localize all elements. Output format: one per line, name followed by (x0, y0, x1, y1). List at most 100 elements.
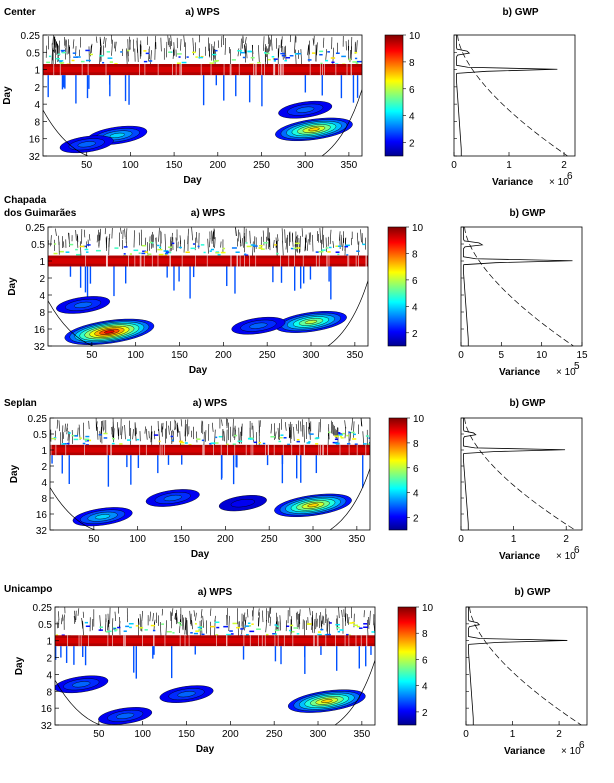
noise-stroke (124, 228, 126, 238)
noise-stroke (108, 233, 111, 248)
noise-stroke (160, 423, 163, 433)
wps-axes-frame (42, 34, 363, 157)
noise-stroke (239, 232, 242, 244)
noise-stroke (209, 238, 211, 248)
noise-cell (331, 61, 335, 64)
noise-stroke (344, 420, 346, 429)
noise-stroke (243, 232, 245, 248)
noise-stroke (347, 616, 350, 625)
noise-cell (127, 49, 130, 52)
x-tick-label: 200 (222, 729, 239, 740)
noise-cell (329, 622, 332, 624)
noise-cell (296, 247, 301, 249)
noise-stroke (245, 43, 248, 59)
noise-stroke (149, 236, 151, 251)
colorbar-tick-label: 10 (412, 223, 424, 234)
y-axis-label: Day (9, 464, 20, 483)
gwp-x-axis-label: Variance (499, 367, 541, 378)
noise-cell (193, 632, 199, 635)
noise-cell (210, 442, 216, 444)
noise-cell (347, 634, 351, 636)
noise-cell (214, 49, 218, 52)
noise-cell (248, 625, 252, 627)
y-tick-label: 16 (36, 510, 48, 521)
noise-stroke (342, 238, 344, 251)
gwp-x-axis-label: Variance (504, 746, 546, 757)
noise-cell (142, 250, 147, 253)
noise-stroke (58, 420, 60, 432)
noise-cell (209, 443, 212, 445)
noise-stroke (98, 235, 100, 247)
noise-cell (210, 248, 215, 251)
gwp-spectrum-line (463, 227, 573, 346)
noise-cell (197, 245, 200, 248)
noise-stroke (66, 423, 68, 432)
noise-stroke (201, 420, 203, 433)
noise-stroke (251, 44, 254, 54)
noise-stroke (278, 45, 280, 58)
wps-title: a) WPS (185, 7, 220, 18)
noise-cell (80, 60, 85, 63)
noise-cell (223, 625, 229, 628)
cone-of-influence-right (329, 468, 370, 530)
noise-stroke (117, 422, 119, 437)
wps-axes-frame (47, 226, 369, 347)
noise-cell (65, 251, 70, 253)
noise-cell (55, 57, 60, 60)
y-tick-label: 0.25 (26, 223, 46, 234)
wps-contents (50, 418, 370, 530)
noise-cell (276, 625, 280, 628)
colorbar-tick-label: 10 (413, 414, 425, 425)
x-tick-label: 100 (129, 534, 146, 545)
wps-power-feature (73, 301, 93, 309)
noise-stroke (252, 241, 254, 258)
noise-stroke (258, 612, 260, 627)
noise-stroke (325, 49, 327, 60)
wps-power-feature (308, 127, 320, 132)
noise-cell (186, 56, 189, 58)
x-tick-label: 350 (349, 534, 366, 545)
gwp-spectrum-line (468, 607, 568, 725)
x-tick-label: 300 (310, 729, 327, 740)
noise-stroke (358, 241, 360, 256)
noise-cell (359, 627, 363, 629)
noise-cell (280, 52, 285, 55)
noise-stroke (74, 610, 76, 623)
noise-cell (192, 51, 196, 54)
noise-cell (272, 633, 277, 635)
noise-cell (177, 622, 182, 624)
noise-stroke (332, 421, 334, 435)
noise-stroke (195, 612, 197, 621)
noise-stroke (245, 36, 247, 45)
noise-stroke (228, 615, 230, 631)
y-tick-label: 16 (41, 704, 53, 715)
noise-cell (172, 632, 175, 634)
noise-stroke (104, 37, 107, 48)
colorbar-tick-label: 10 (422, 603, 434, 614)
x-tick-label: 350 (347, 350, 364, 361)
noise-cell (164, 254, 168, 257)
wps-axes-frame (49, 417, 371, 531)
noise-cell (346, 633, 349, 636)
noise-cell (195, 56, 198, 58)
gwp-x-tick-label: 0 (463, 729, 469, 740)
noise-stroke (124, 424, 126, 440)
noise-stroke (165, 620, 167, 636)
noise-cell (73, 56, 78, 58)
gwp-significance-line (464, 226, 574, 347)
noise-stroke (158, 429, 161, 445)
colorbar-tick-label: 2 (409, 139, 415, 150)
noise-stroke (200, 608, 203, 619)
noise-stroke (99, 228, 101, 241)
noise-stroke (356, 40, 358, 54)
noise-stroke (298, 238, 300, 254)
noise-cell (72, 52, 77, 54)
noise-cell (356, 250, 360, 252)
colorbar-tick-label: 2 (422, 708, 428, 719)
gwp-x-tick-label: 1 (511, 534, 517, 545)
noise-stroke (76, 234, 79, 248)
noise-stroke (72, 39, 75, 49)
noise-stroke (273, 240, 275, 249)
noise-cell (251, 623, 254, 625)
noise-cell (232, 443, 236, 445)
